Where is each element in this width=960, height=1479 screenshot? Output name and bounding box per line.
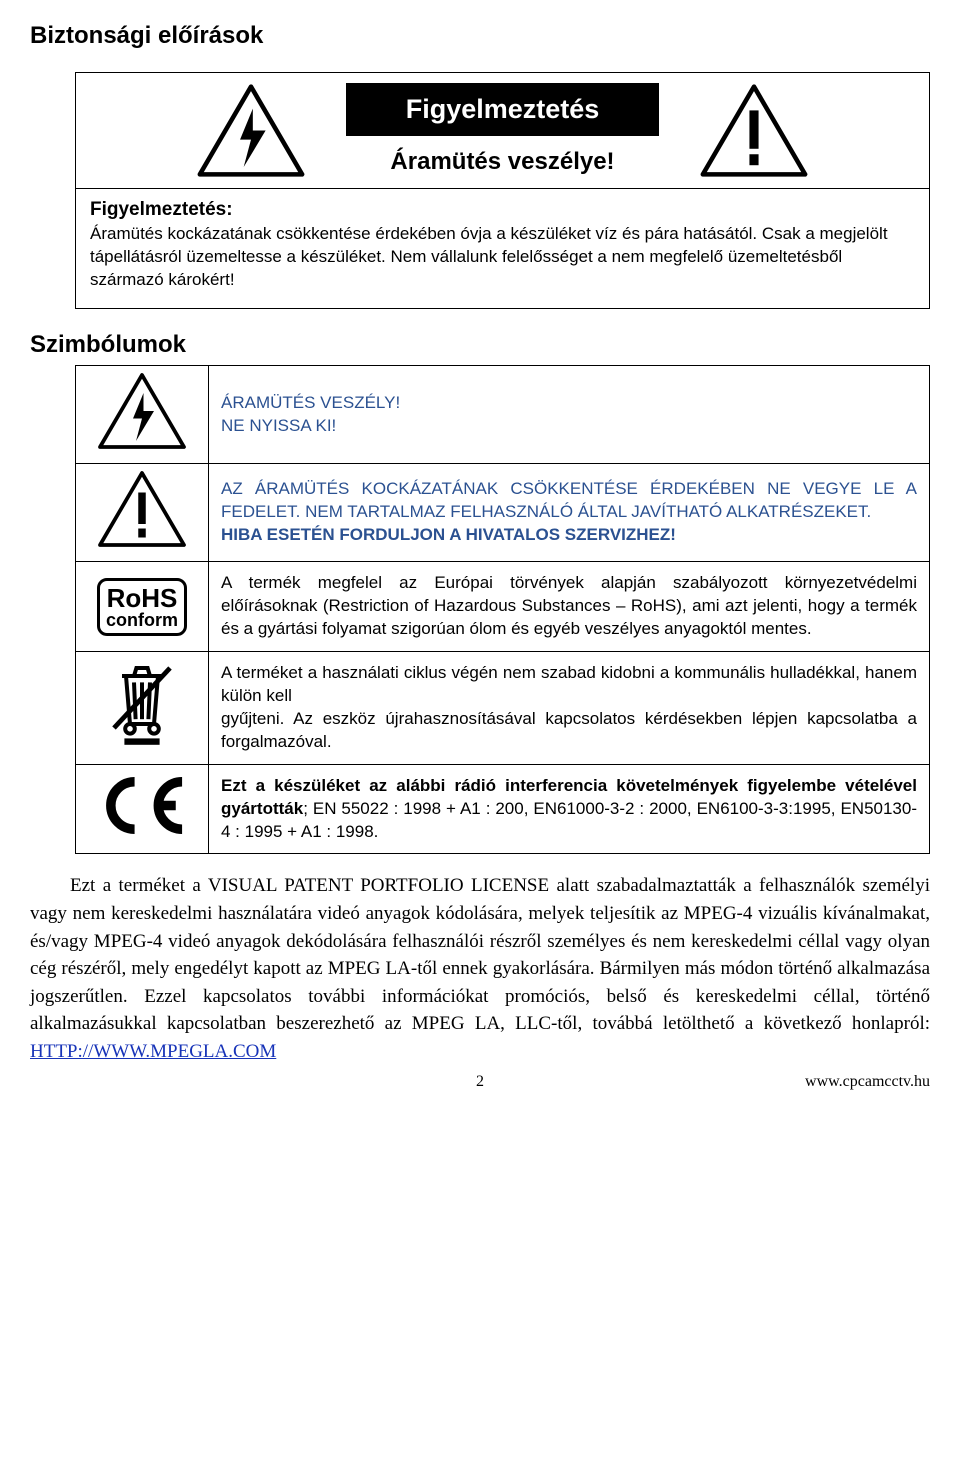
footer: 2 www.cpcamcctv.hu <box>30 1071 930 1093</box>
rohs-icon: RoHSconform <box>76 562 209 652</box>
symbols-table: ÁRAMÜTÉS VESZÉLY!NE NYISSA KI!AZ ÁRAMÜTÉ… <box>75 365 930 854</box>
warning-header: Figyelmeztetés Áramütés veszélye! <box>76 73 929 188</box>
license-paragraph: Ezt a terméket a VISUAL PATENT PORTFOLIO… <box>30 872 930 1065</box>
symbol-row: AZ ÁRAMÜTÉS KOCKÁZATÁNAK CSÖKKENTÉSE ÉRD… <box>76 464 930 562</box>
warning-lead: Figyelmeztetés: <box>90 197 915 223</box>
symbol-row: ÁRAMÜTÉS VESZÉLY!NE NYISSA KI! <box>76 366 930 464</box>
shock-icon <box>76 366 209 464</box>
symbol-text: AZ ÁRAMÜTÉS KOCKÁZATÁNAK CSÖKKENTÉSE ÉRD… <box>209 464 930 562</box>
section-title: Biztonsági előírások <box>30 20 930 52</box>
symbol-text: ÁRAMÜTÉS VESZÉLY!NE NYISSA KI! <box>209 366 930 464</box>
warning-title: Figyelmeztetés <box>346 83 660 135</box>
ce-icon <box>76 764 209 854</box>
mpegla-link[interactable]: HTTP://WWW.MPEGLA.COM <box>30 1041 276 1062</box>
symbol-text: A terméket a használati ciklus végén nem… <box>209 651 930 764</box>
weee-icon <box>76 651 209 764</box>
symbol-text: Ezt a készüléket az alábbi rádió interfe… <box>209 764 930 854</box>
warning-subtitle: Áramütés veszélye! <box>346 146 660 178</box>
symbol-row: RoHSconformA termék megfelel az Európai … <box>76 562 930 652</box>
shock-triangle-icon <box>196 83 306 178</box>
symbol-row: A terméket a használati ciklus végén nem… <box>76 651 930 764</box>
symbol-text: A termék megfelel az Európai törvények a… <box>209 562 930 652</box>
page-number: 2 <box>476 1071 484 1093</box>
warning-body: Figyelmeztetés: Áramütés kockázatának cs… <box>76 188 929 307</box>
exclaim-triangle-icon <box>699 83 809 178</box>
license-text: Ezt a terméket a VISUAL PATENT PORTFOLIO… <box>30 875 930 1034</box>
warning-box: Figyelmeztetés Áramütés veszélye! Figyel… <box>75 72 930 308</box>
warning-text: Áramütés kockázatának csökkentése érdeké… <box>90 223 915 292</box>
symbols-title: Szimbólumok <box>30 329 930 361</box>
footer-url: www.cpcamcctv.hu <box>805 1071 930 1093</box>
symbol-row: Ezt a készüléket az alábbi rádió interfe… <box>76 764 930 854</box>
exclaim-icon <box>76 464 209 562</box>
